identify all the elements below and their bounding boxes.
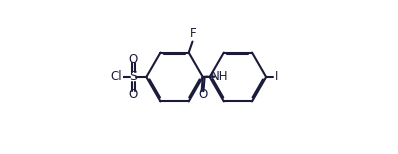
Text: O: O — [198, 88, 207, 101]
Text: O: O — [129, 53, 138, 66]
Text: NH: NH — [211, 70, 228, 83]
Text: F: F — [190, 27, 196, 40]
Text: I: I — [275, 71, 279, 83]
Text: S: S — [129, 71, 137, 83]
Text: Cl: Cl — [110, 71, 122, 83]
Text: O: O — [129, 88, 138, 101]
